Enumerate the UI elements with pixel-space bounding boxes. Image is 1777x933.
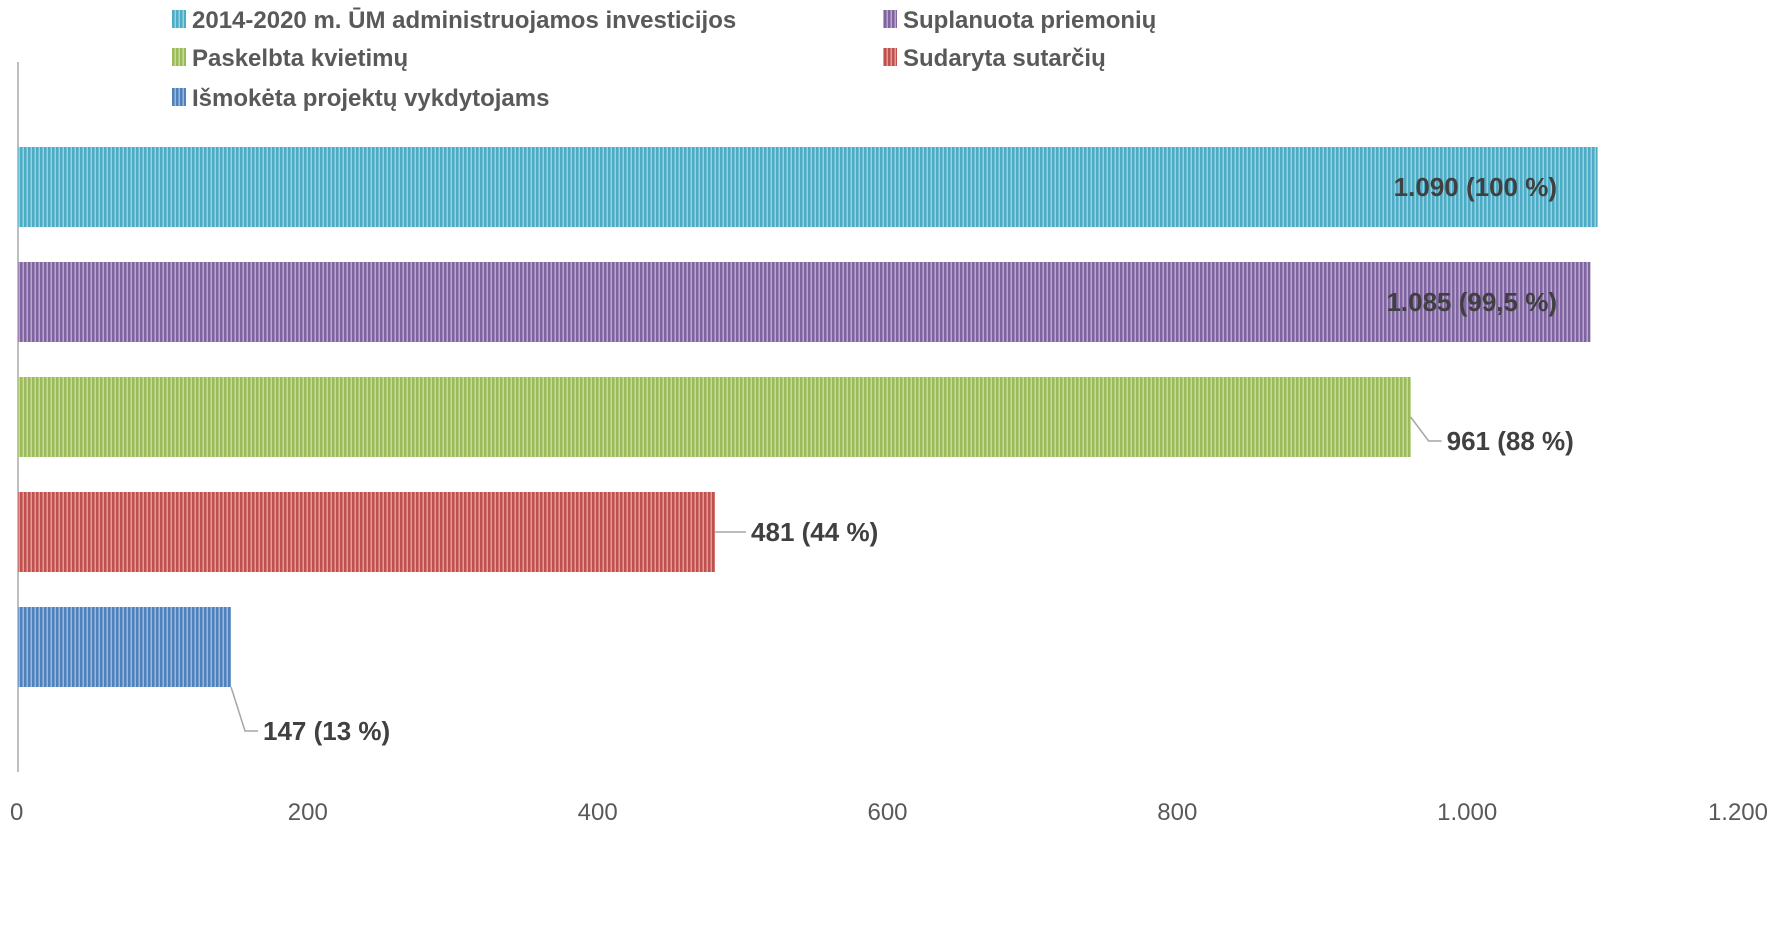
x-tick-label: 200: [288, 799, 328, 826]
legend-item: Sudaryta sutarčių: [883, 45, 1106, 72]
legend: 2014-2020 m. ŪM administruojamos investi…: [172, 7, 1156, 112]
legend-item: Suplanuota priemonių: [883, 7, 1156, 34]
x-tick-label: 1.200: [1708, 799, 1768, 826]
data-labels: 1.090 (100 %) 1.085 (99,5 %) 961 (88 %) 481…: [263, 172, 1574, 746]
x-tick-label: 600: [867, 799, 907, 826]
legend-label: Išmokėta projektų vykdytojams: [192, 85, 549, 112]
bars: [18, 147, 1598, 687]
x-tick-label: 800: [1157, 799, 1197, 826]
legend-swatch: [172, 48, 186, 66]
bar: [18, 262, 1591, 342]
legend-label: Suplanuota priemonių: [903, 7, 1156, 34]
legend-item: Paskelbta kvietimų: [172, 45, 408, 72]
legend-swatch: [883, 10, 897, 28]
bar: [18, 492, 716, 572]
legend-swatch: [883, 48, 897, 66]
x-axis-ticks: 0 200 400 600 800 1.000 1.200: [10, 799, 1768, 826]
bar: [18, 377, 1411, 457]
data-label: 1.090 (100 %): [1394, 172, 1557, 202]
x-tick-label: 1.000: [1437, 799, 1497, 826]
bar: [18, 147, 1598, 227]
data-label: 147 (13 %): [263, 716, 390, 746]
legend-item: 2014-2020 m. ŪM administruojamos investi…: [172, 7, 736, 34]
legend-swatch: [172, 10, 186, 28]
label-leader: [1410, 416, 1442, 442]
data-label: 1.085 (99,5 %): [1386, 287, 1557, 317]
data-label: 961 (88 %): [1447, 426, 1574, 456]
legend-label: Paskelbta kvietimų: [192, 45, 408, 72]
legend-label: 2014-2020 m. ŪM administruojamos investi…: [192, 7, 736, 34]
label-leaders: [230, 416, 1442, 732]
data-label: 481 (44 %): [751, 517, 878, 547]
bar: [18, 607, 232, 687]
x-tick-label: 0: [10, 799, 23, 826]
legend-label: Sudaryta sutarčių: [903, 45, 1106, 72]
legend-swatch: [172, 88, 186, 106]
x-tick-label: 400: [578, 799, 618, 826]
legend-item: Išmokėta projektų vykdytojams: [172, 85, 549, 112]
label-leader: [230, 686, 259, 732]
